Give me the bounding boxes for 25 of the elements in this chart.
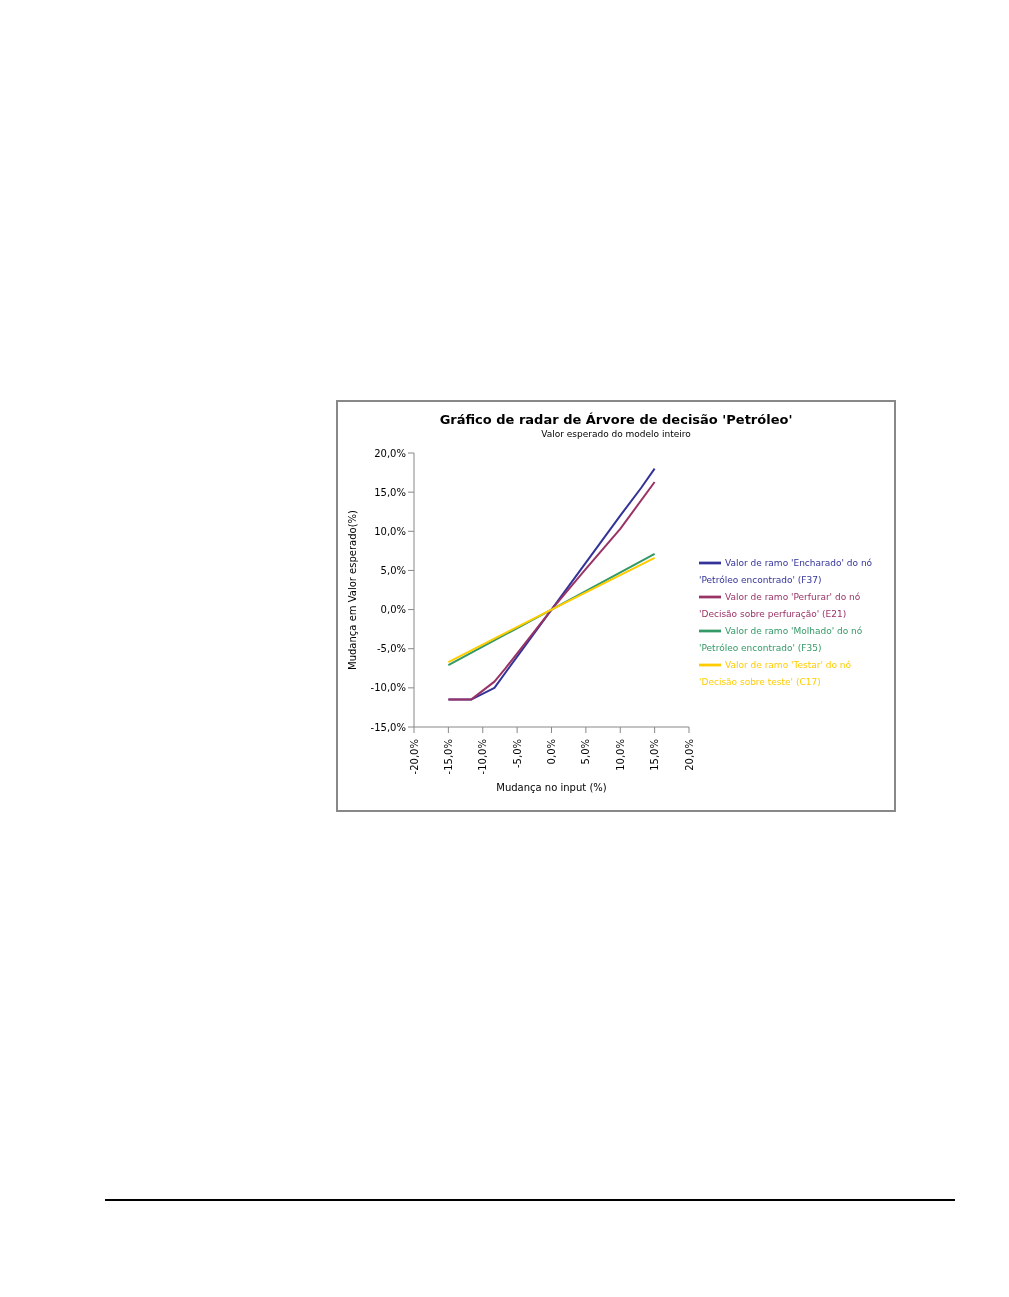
y-tick-label: 20,0% — [374, 447, 406, 459]
chart-subtitle: Valor esperado do modelo inteiro — [540, 429, 692, 439]
legend-label: Valor de ramo 'Molhado' do nó 'Petróleo encontrado' (F35) — [699, 625, 863, 653]
y-tick-label: -10,0% — [370, 682, 406, 694]
x-tick-label: 10,0% — [614, 739, 626, 771]
x-tick-label: -20,0% — [408, 739, 420, 775]
x-tick-label: 5,0% — [580, 739, 592, 765]
y-tick-label: 15,0% — [374, 486, 406, 498]
legend-label: Valor de ramo 'Perfurar' do nó 'Decisão sobre perfuração' (E21) — [699, 591, 861, 619]
x-tick-label: 0,0% — [546, 739, 557, 765]
y-tick-label: 5,0% — [380, 564, 406, 576]
legend-label: Valor de ramo 'Testar' do nó 'Decisão sobre teste' (C17) — [699, 659, 852, 687]
x-tick-label: -15,0% — [442, 739, 454, 775]
x-tick-label: -10,0% — [477, 739, 489, 775]
y-axis-title: Mudança em Valor esperado(%) — [346, 509, 358, 670]
x-axis-title: Mudança no input (%) — [496, 782, 607, 793]
x-tick-label: 20,0% — [683, 739, 695, 771]
y-tick-label: -15,0% — [370, 721, 406, 733]
chart-title: Gráfico de radar de Árvore de decisão 'Petróleo' — [438, 412, 794, 427]
x-tick-label: 15,0% — [649, 739, 661, 771]
y-tick-label: -5,0% — [376, 643, 406, 655]
legend-label: Valor de ramo 'Encharado' do nó 'Petróleo encontrado' (F37) — [699, 557, 873, 585]
y-tick-label: 10,0% — [374, 525, 406, 537]
x-tick-label: -5,0% — [511, 739, 523, 769]
y-tick-label: 0,0% — [380, 604, 406, 616]
